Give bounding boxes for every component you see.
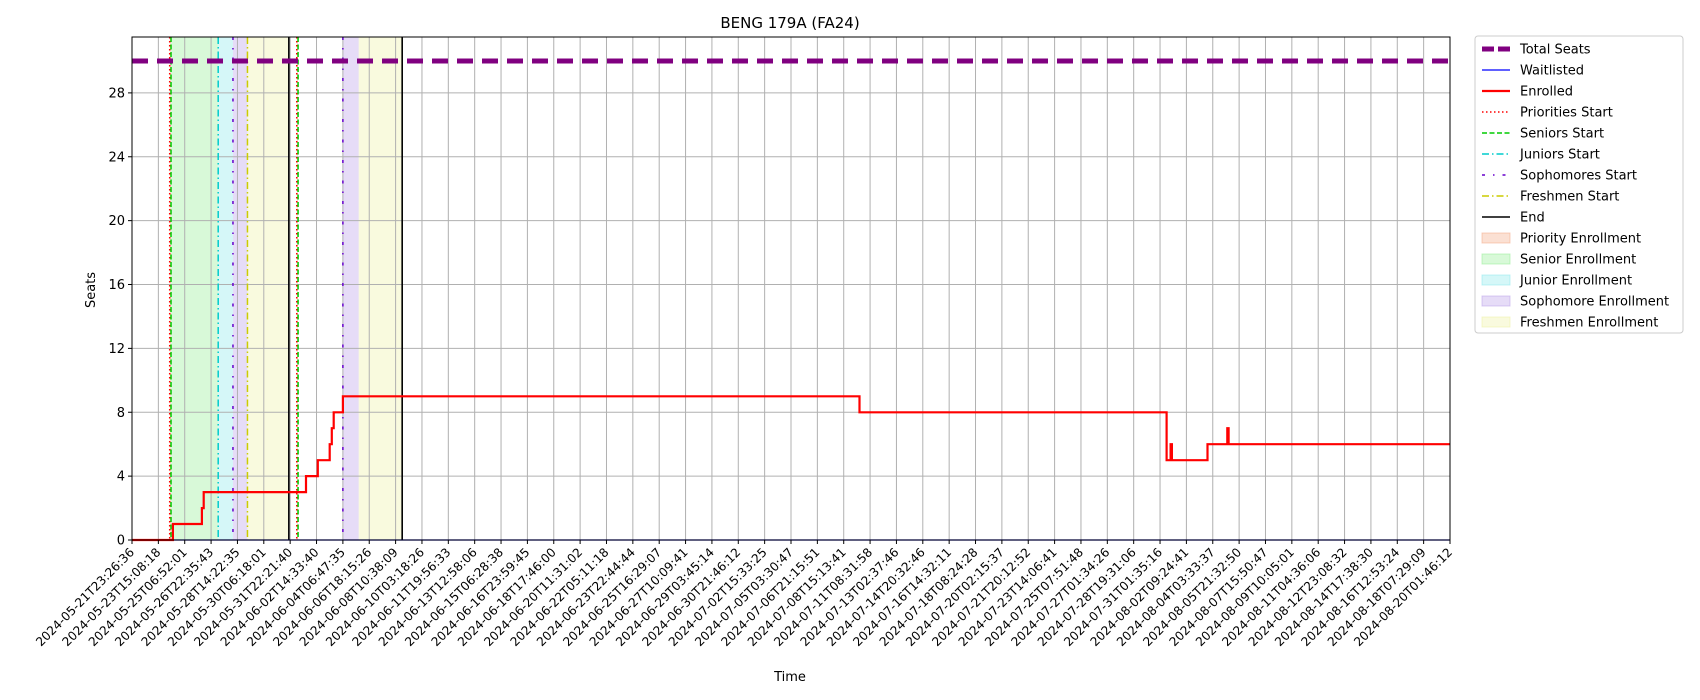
- enrollment-regions: [169, 37, 403, 540]
- region-2: [218, 37, 233, 540]
- legend-label: Total Seats: [1519, 43, 1591, 58]
- legend-item: Seniors Start: [1482, 127, 1604, 142]
- phase-markers: [168, 37, 403, 540]
- y-tick-label: 16: [108, 278, 125, 293]
- legend-item: Sophomores Start: [1482, 169, 1637, 184]
- region-3: [232, 37, 248, 540]
- legend-label: Sophomore Enrollment: [1520, 295, 1669, 310]
- y-tick-label: 24: [108, 150, 125, 165]
- y-tick-label: 28: [108, 86, 125, 101]
- legend-item: Junior Enrollment: [1481, 274, 1632, 289]
- legend-item: Freshmen Enrollment: [1481, 316, 1658, 331]
- legend-label: Priority Enrollment: [1520, 232, 1641, 247]
- region-4: [247, 37, 289, 540]
- y-tick-label: 0: [117, 534, 125, 549]
- legend-label: Seniors Start: [1520, 127, 1604, 142]
- legend-item: Priorities Start: [1482, 106, 1613, 121]
- legend-label: Freshmen Enrollment: [1520, 316, 1658, 331]
- legend-item: Waitlisted: [1482, 64, 1584, 79]
- series-enrolled: [132, 395, 1450, 542]
- legend-swatch: [1481, 253, 1511, 265]
- y-axis-ticks: 0 4 8 12 16 20 24 28: [108, 86, 132, 549]
- legend-swatch: [1481, 274, 1511, 286]
- legend-label: Freshmen Start: [1520, 190, 1619, 205]
- legend: Total Seats Waitlisted Enrolled Priorities …: [1474, 35, 1684, 334]
- legend-label: Priorities Start: [1520, 106, 1613, 121]
- region-7: [358, 37, 403, 540]
- legend-label: Juniors Start: [1519, 148, 1600, 163]
- legend-swatch: [1481, 232, 1511, 244]
- chart-title: BENG 179A (FA24): [720, 14, 859, 32]
- legend-box: [1474, 35, 1684, 334]
- legend-label: Junior Enrollment: [1519, 274, 1632, 289]
- y-tick-label: 8: [117, 406, 125, 421]
- y-tick-label: 12: [108, 342, 125, 357]
- legend-item: Priority Enrollment: [1481, 232, 1641, 247]
- legend-label: Waitlisted: [1520, 64, 1584, 79]
- legend-item: Enrolled: [1482, 85, 1573, 100]
- grid-lines: [131, 37, 1451, 541]
- legend-item: Senior Enrollment: [1481, 253, 1636, 268]
- region-1: [171, 37, 219, 540]
- x-axis-ticks: 2024-05-21T23:26:362024-05-23T15:08:1820…: [33, 540, 1455, 649]
- legend-item: Freshmen Start: [1482, 190, 1619, 205]
- legend-label: Sophomores Start: [1520, 169, 1637, 184]
- legend-item: Juniors Start: [1482, 148, 1600, 163]
- y-axis-label: Seats: [84, 272, 99, 308]
- x-axis-label: Time: [773, 670, 806, 685]
- legend-swatch: [1481, 295, 1511, 307]
- legend-label: Enrolled: [1520, 85, 1573, 100]
- y-tick-label: 20: [108, 214, 125, 229]
- legend-item: End: [1482, 211, 1545, 226]
- legend-swatch: [1481, 316, 1511, 328]
- legend-item: Total Seats: [1482, 43, 1591, 58]
- legend-label: Senior Enrollment: [1520, 253, 1636, 268]
- y-tick-label: 4: [117, 470, 125, 485]
- legend-item: Sophomore Enrollment: [1481, 295, 1669, 310]
- region-6: [342, 37, 359, 540]
- legend-label: End: [1520, 211, 1545, 226]
